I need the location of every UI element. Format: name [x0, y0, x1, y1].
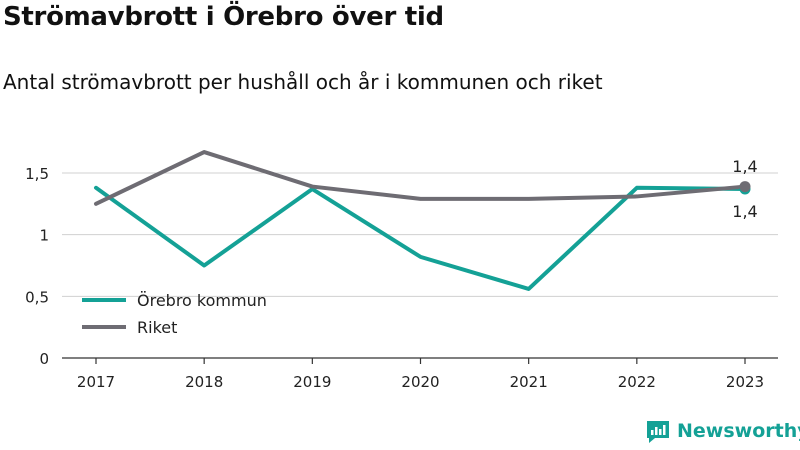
x-tick-label: 2018: [185, 373, 223, 391]
chart-subtitle: Antal strömavbrott per hushåll och år i …: [3, 70, 603, 94]
newsworthy-logo-icon: [647, 421, 669, 443]
series-line-riket: [94, 150, 747, 206]
y-tick-label: 1: [39, 227, 49, 245]
brand: Newsworthy: [645, 418, 800, 444]
y-tick-label: 0: [39, 350, 49, 368]
y-tick-label: 1,5: [25, 165, 49, 183]
y-tick-label: 0,5: [25, 288, 49, 306]
series-line-orebro: [94, 185, 747, 291]
legend-label: Örebro kommun: [137, 291, 267, 310]
x-tick-label: 2022: [618, 373, 656, 391]
legend-label: Riket: [137, 318, 177, 337]
x-tick-label: 2017: [77, 373, 115, 391]
end-label-orebro: 1,4: [732, 202, 757, 221]
end-label-riket: 1,4: [732, 157, 757, 176]
chart-title: Strömavbrott i Örebro över tid: [3, 2, 444, 32]
series-end-point-riket: [739, 181, 751, 193]
x-tick-label: 2019: [293, 373, 331, 391]
brand-name: Newsworthy: [677, 420, 800, 442]
x-tick-label: 2021: [510, 373, 548, 391]
x-tick-label: 2023: [726, 373, 764, 391]
x-tick-label: 2020: [401, 373, 439, 391]
